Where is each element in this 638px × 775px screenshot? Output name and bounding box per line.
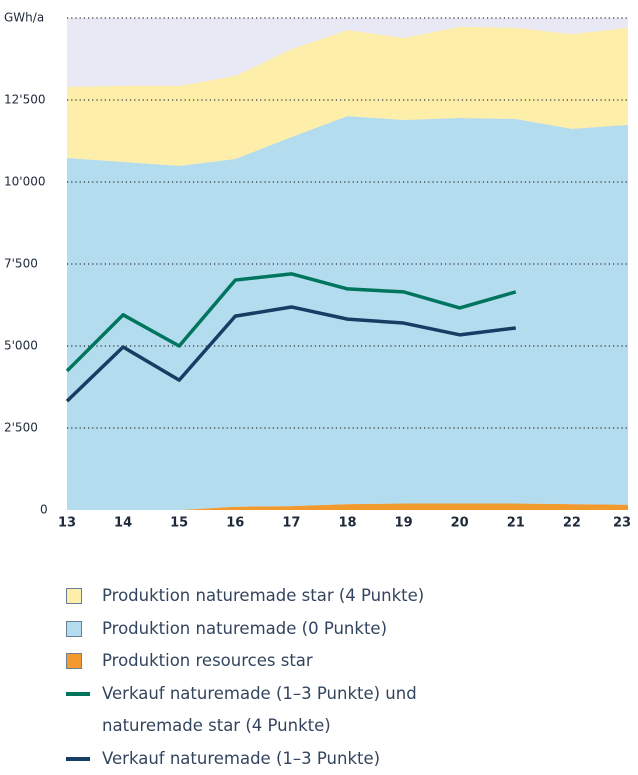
x-tick-label: 14: [114, 516, 132, 531]
x-tick-label: 21: [507, 516, 525, 531]
legend-label: Produktion resources star: [102, 651, 313, 670]
legend-item: Produktion naturemade (0 Punkte): [66, 613, 506, 646]
legend-item: Verkauf naturemade (1–3 Punkte) und natu…: [66, 678, 506, 743]
legend-swatch: [66, 756, 90, 761]
x-tick-label: 17: [282, 516, 300, 531]
y-axis-label: GWh/a: [4, 11, 44, 25]
line: [65, 272, 517, 373]
area: [67, 116, 628, 511]
y-tick-label: 0: [40, 503, 48, 517]
legend-swatch: [66, 620, 82, 637]
y-tick-label: 2'500: [4, 421, 38, 435]
legend-label: Produktion naturemade star (4 Punkte): [102, 586, 425, 605]
legend: Produktion naturemade star (4 Punkte) Pro…: [66, 580, 506, 775]
x-tick-label: 13: [58, 516, 76, 531]
legend-item: Produktion naturemade star (4 Punkte): [66, 580, 506, 613]
legend-swatch: [66, 691, 90, 696]
legend-item: Verkauf naturemade (1–3 Punkte): [66, 743, 506, 775]
y-tick-label: 10'000: [4, 175, 45, 189]
x-tick-label: 23: [613, 516, 631, 531]
x-tick-label: 19: [395, 516, 413, 531]
legend-swatch: [66, 588, 82, 604]
line: [65, 305, 517, 403]
x-tick-label: 15: [170, 516, 188, 531]
chart: GWh/a 0 2'500 5'000 7'500 10'000 12'500 13 14 15…: [4, 11, 631, 531]
legend-swatch: [66, 653, 82, 669]
x-tick-label: 16: [226, 516, 244, 531]
y-tick-label: 7'500: [4, 257, 38, 271]
x-tick-label: 18: [338, 516, 356, 531]
area: [67, 503, 628, 510]
x-tick-label: 20: [451, 516, 469, 531]
legend-label: Verkauf naturemade (1–3 Punkte): [102, 748, 381, 768]
area: [67, 26, 628, 166]
y-tick-label: 12'500: [4, 93, 45, 107]
legend-label: Verkauf naturemade (1–3 Punkte) und natu…: [102, 683, 417, 736]
x-tick-label: 22: [563, 516, 581, 531]
y-tick-label: 5'000: [4, 339, 38, 353]
legend-item: Produktion resources star: [66, 645, 506, 678]
legend-label: Produktion naturemade (0 Punkte): [102, 618, 388, 638]
